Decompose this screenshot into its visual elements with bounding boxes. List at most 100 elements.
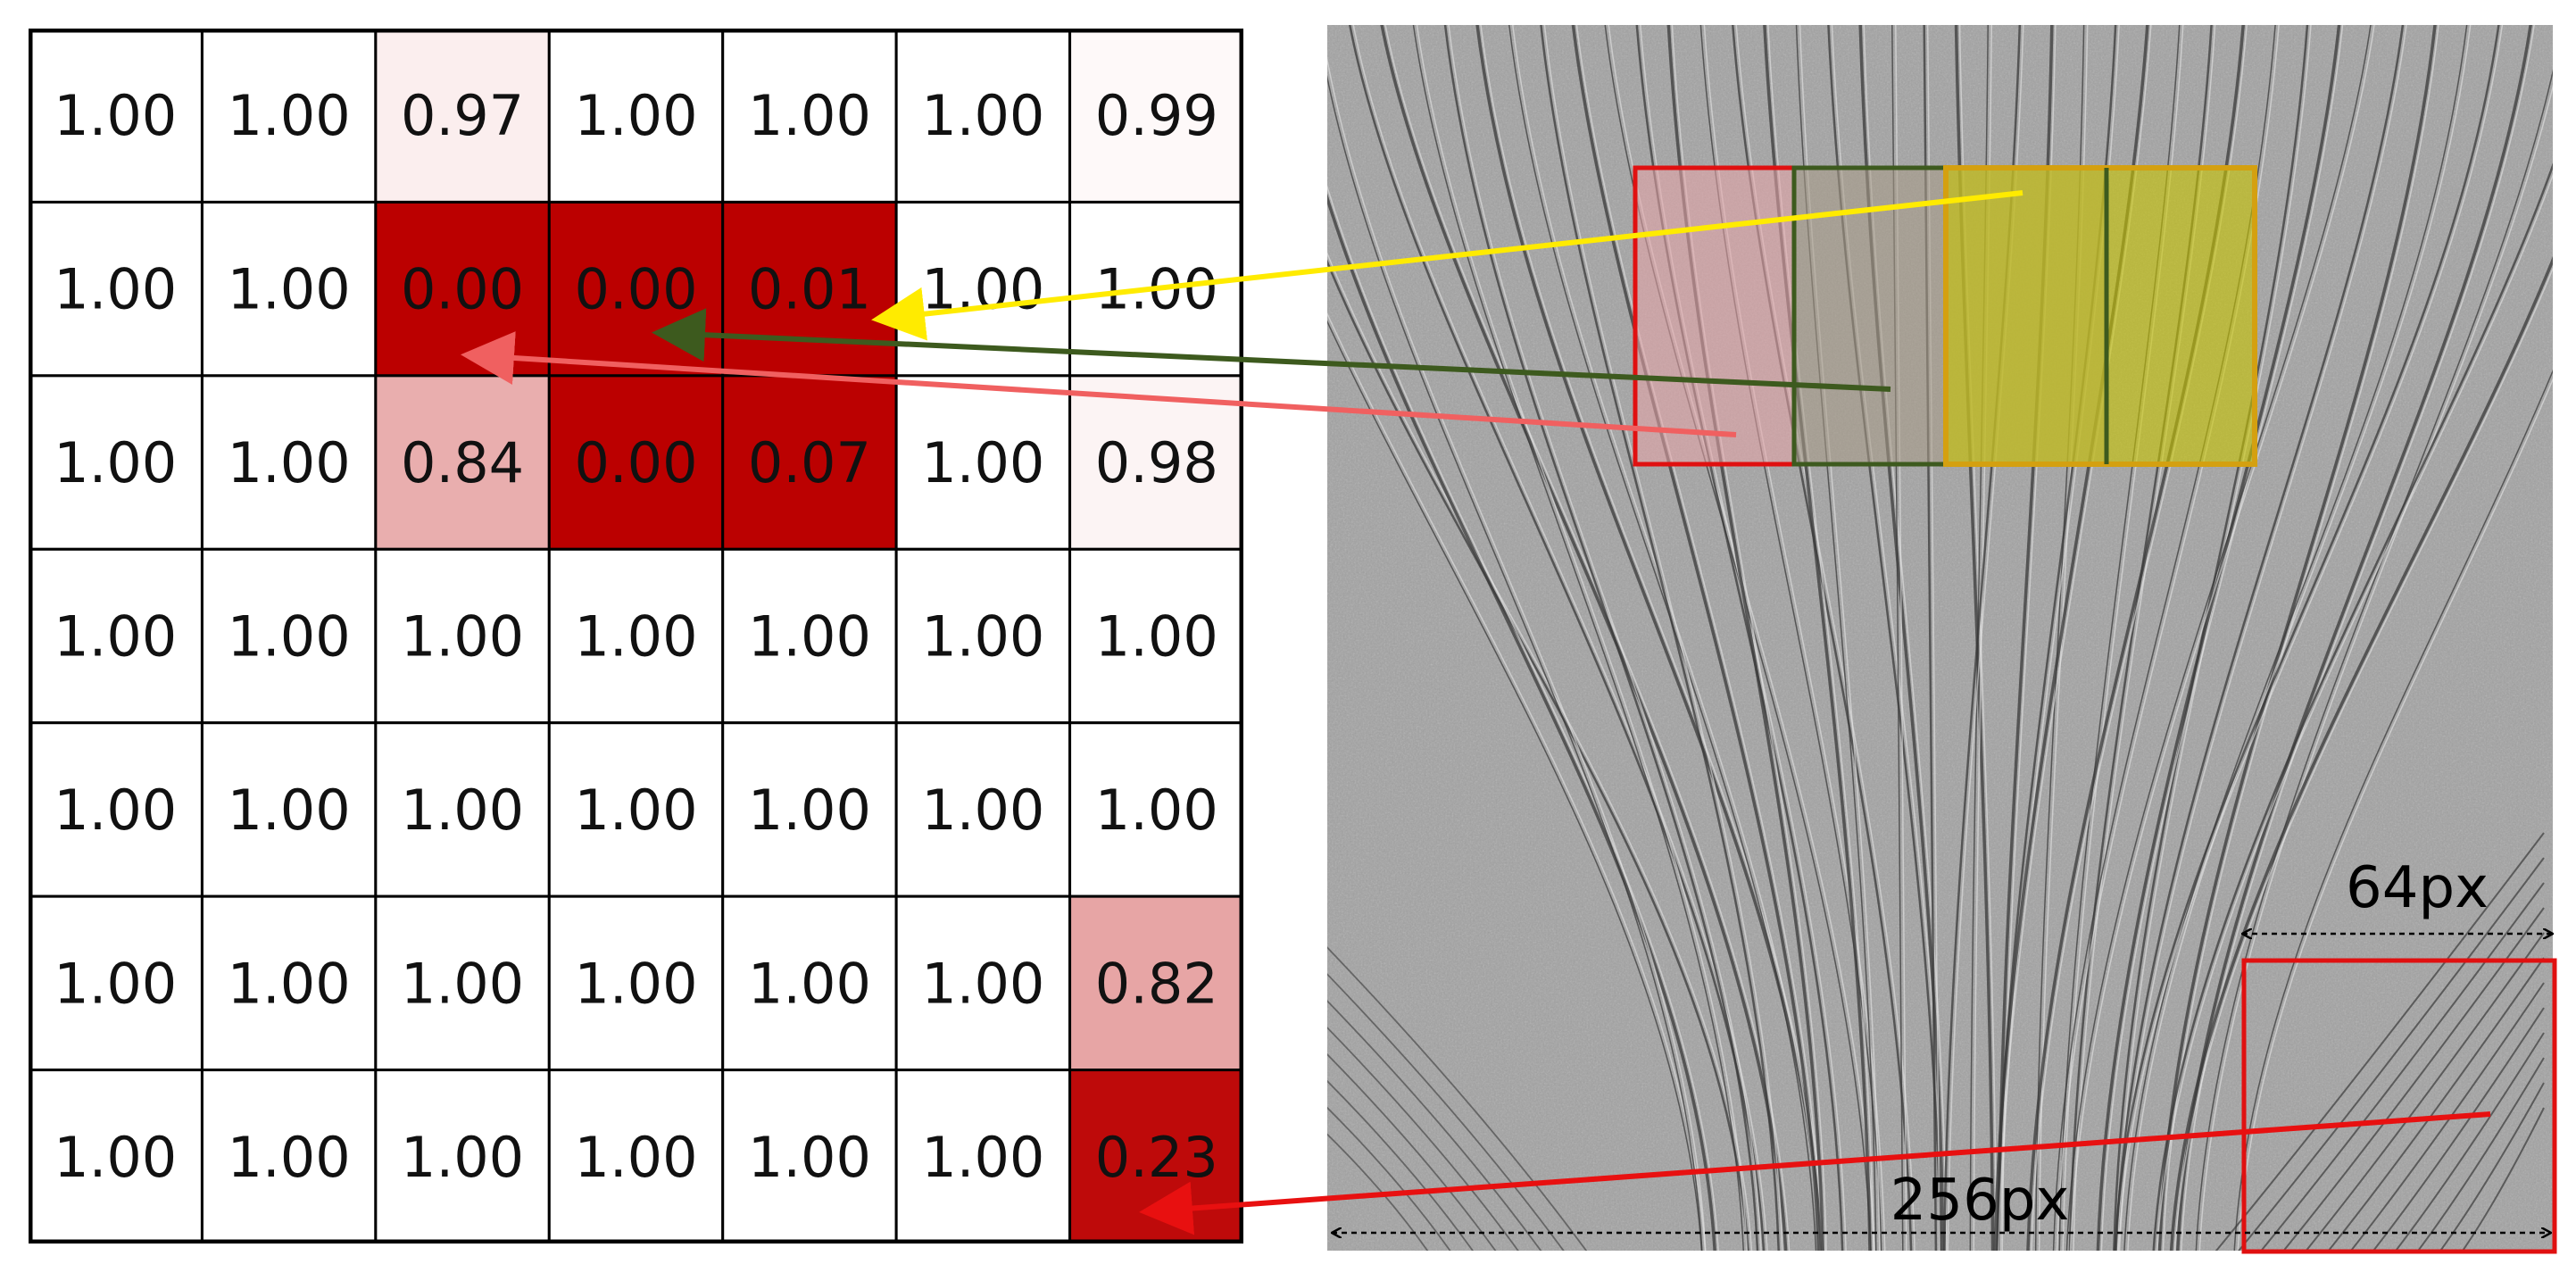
- streak-line: [2096, 25, 2341, 1251]
- streak-line: [2156, 173, 2553, 1251]
- heatmap-label-r4-c3: 1.00: [574, 778, 697, 843]
- heatmap-label-r2-c4: 0.07: [748, 430, 871, 495]
- streak-line: [1380, 25, 1788, 1251]
- heatmap-cell-r1-c1: [200, 200, 378, 378]
- streak-line: [2195, 69, 2553, 1251]
- streak-line: [1327, 946, 1588, 1251]
- heatmap-label-r3-c3: 1.00: [574, 604, 697, 670]
- streak-line: [1575, 25, 1824, 1251]
- streak-line: [2169, 255, 2553, 1251]
- heatmap-cell-r6-c2: [374, 1069, 551, 1244]
- heatmap-label-r6-c0: 1.00: [54, 1125, 177, 1190]
- heatmap-label-r2-c1: 1.00: [228, 430, 351, 495]
- heatmap-cell-r0-c6: [1068, 29, 1243, 204]
- heatmap-label-r1-c4: 0.01: [748, 257, 871, 322]
- heatmap-cell-r2-c1: [200, 374, 378, 551]
- heatmap-label-r5-c3: 1.00: [574, 951, 697, 1016]
- heatmap-label-r5-c4: 1.00: [748, 951, 871, 1016]
- heatmap-label-r3-c6: 1.00: [1095, 604, 1218, 670]
- heatmap-label-r4-c6: 1.00: [1095, 778, 1218, 843]
- heatmap-label-r1-c3: 0.00: [574, 257, 697, 322]
- heatmap-label-r2-c5: 1.00: [921, 430, 1044, 495]
- heatmap-label-r3-c4: 1.00: [748, 604, 871, 670]
- streak-texture-image: [1327, 25, 2553, 1251]
- heatmap-cell-r2-c0: [29, 374, 204, 551]
- heatmap-label-r1-c0: 1.00: [54, 257, 177, 322]
- heatmap-cell-r5-c0: [29, 894, 204, 1072]
- heatmap-label-r1-c1: 1.00: [228, 257, 351, 322]
- heatmap-cell-r1-c0: [29, 200, 204, 378]
- heatmap-cell-r3-c1: [200, 547, 378, 725]
- streak-line: [2123, 25, 2468, 1251]
- heatmap-cell-r5-c5: [894, 894, 1072, 1072]
- heatmap-label-r6-c2: 1.00: [401, 1125, 524, 1190]
- heatmap-cell-r5-c4: [721, 894, 898, 1072]
- heatmap-label-r6-c3: 1.00: [574, 1125, 697, 1190]
- streak-line: [1412, 25, 1744, 1251]
- streak-line: [2127, 25, 2472, 1251]
- heatmap-label-r3-c1: 1.00: [228, 604, 351, 670]
- streak-line: [1543, 25, 1783, 1251]
- heatmap-label-r1-c2: 0.00: [401, 257, 524, 322]
- streak-line: [2198, 84, 2553, 1251]
- heatmap-cell-r3-c4: [721, 547, 898, 725]
- streak-line: [1416, 25, 1748, 1251]
- streak-line: [2115, 25, 2405, 1251]
- heatmap-cell-r4-c6: [1068, 721, 1243, 898]
- heatmap-label-r3-c5: 1.00: [921, 604, 1044, 670]
- streak-line: [2173, 267, 2553, 1251]
- heatmap-cell-r6-c0: [29, 1069, 204, 1244]
- heatmap-label-r4-c0: 1.00: [54, 778, 177, 843]
- streak-line: [2116, 25, 2312, 1251]
- streak-line: [2114, 25, 2500, 1251]
- heatmap-label-r4-c5: 1.00: [921, 778, 1044, 843]
- streak-line: [1327, 251, 1753, 1251]
- heatmap-label-r3-c0: 1.00: [54, 604, 177, 670]
- heatmap-label-r2-c2: 0.84: [401, 430, 524, 495]
- heatmap-cell-r3-c6: [1068, 547, 1243, 725]
- heatmap-label-r0-c3: 1.00: [574, 83, 697, 148]
- heatmap-cell-r4-c2: [374, 721, 551, 898]
- texture-grain: [1327, 25, 2553, 1251]
- heatmap-cell-r3-c2: [374, 547, 551, 725]
- heatmap-label-r5-c0: 1.00: [54, 951, 177, 1016]
- heatmap-label-r6-c1: 1.00: [228, 1125, 351, 1190]
- heatmap-label-r6-c6: 0.23: [1095, 1125, 1218, 1190]
- heatmap-label-r0-c1: 1.00: [228, 83, 351, 148]
- heatmap-label-r3-c2: 1.00: [401, 604, 524, 670]
- streak-line: [1327, 320, 1703, 1251]
- heatmap-cell-r4-c4: [721, 721, 898, 898]
- similarity-heatmap: 1.00 1.00 0.97 1.00 1.00 1.00 0.99 1.00 1.00 0.00…: [29, 29, 1243, 1244]
- heatmap-label-r4-c1: 1.00: [228, 778, 351, 843]
- streak-line: [2181, 25, 2535, 1251]
- heatmap-label-r1-c6: 1.00: [1095, 257, 1218, 322]
- heatmap-label-r0-c0: 1.00: [54, 83, 177, 148]
- heatmap-cell-r4-c5: [894, 721, 1072, 898]
- heatmap-label-r2-c6: 0.98: [1095, 430, 1218, 495]
- heatmap-cell-r0-c3: [547, 29, 725, 204]
- heatmap-label-r0-c4: 1.00: [748, 83, 871, 148]
- heatmap-cell-r3-c0: [29, 547, 204, 725]
- streak-line: [2152, 162, 2553, 1251]
- heatmap-label-r6-c5: 1.00: [921, 1125, 1044, 1190]
- heatmap-cell-r0-c4: [721, 29, 898, 204]
- streak-line: [2069, 25, 2375, 1251]
- streak-line: [2100, 25, 2344, 1251]
- heatmap-label-r6-c4: 1.00: [748, 1125, 871, 1190]
- heatmap-label-r2-c0: 1.00: [54, 430, 177, 495]
- heatmap-label-r5-c6: 0.82: [1095, 951, 1218, 1016]
- heatmap-label-r0-c6: 0.99: [1095, 83, 1218, 148]
- heatmap-label-r2-c3: 0.00: [574, 430, 697, 495]
- heatmap-cell-r5-c1: [200, 894, 378, 1072]
- streak-line: [1327, 312, 1707, 1251]
- streak-line: [2065, 25, 2372, 1251]
- streak-line: [1540, 25, 1780, 1251]
- heatmap-label-r5-c1: 1.00: [228, 951, 351, 1016]
- heatmap-label-r5-c2: 1.00: [401, 951, 524, 1016]
- heatmap-cell-r6-c4: [721, 1069, 898, 1244]
- heatmap-cell-r6-c3: [547, 1069, 725, 1244]
- streak-line: [1571, 25, 1821, 1251]
- heatmap-label-r0-c2: 0.97: [401, 83, 524, 148]
- heatmap-cell-r4-c0: [29, 721, 204, 898]
- heatmap-border: [29, 29, 1243, 1244]
